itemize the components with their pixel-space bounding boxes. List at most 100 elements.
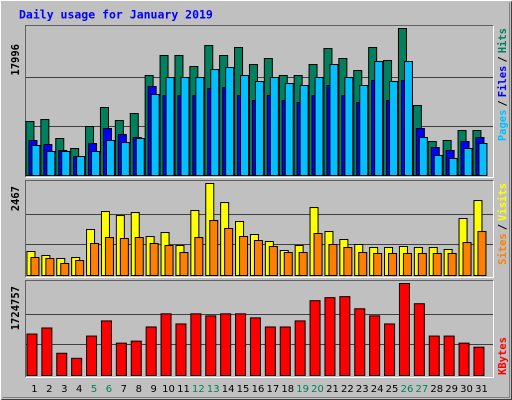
bar [329,64,339,176]
x-tick-label: 8 [136,384,142,395]
bar [26,333,38,376]
bar [463,148,473,177]
bar [175,323,187,377]
bar [90,243,100,277]
y-tick-label: 17996 [10,44,22,76]
x-tick-label: 12 [192,384,205,395]
bar [358,252,368,276]
x-tick-label: 26 [401,384,414,395]
x-tick-label: 5 [91,384,97,395]
bar [418,137,428,176]
bar [135,138,145,176]
bar [240,75,250,176]
bar [149,243,159,277]
x-tick-label: 24 [371,384,384,395]
bar [339,296,351,376]
x-tick-label: 14 [222,384,235,395]
bar [374,61,384,176]
panel-shade [25,280,494,378]
bar [130,340,142,376]
x-tick-label: 15 [237,384,250,395]
x-tick-label: 29 [445,384,458,395]
x-tick-label: 6 [106,384,112,395]
bar [249,317,261,376]
y-tick-label: 1724757 [10,286,22,330]
bar [165,77,175,176]
legend: KBytes [497,337,509,375]
bar [359,85,369,176]
x-tick-label: 31 [475,384,488,395]
x-tick-label: 1 [31,384,37,395]
x-tick-label: 2 [46,384,52,395]
x-tick-label: 20 [311,384,324,395]
bar [443,335,455,376]
bar [60,262,70,276]
legend: Pages / Files / Hits [497,28,509,141]
bar [354,308,366,376]
bar [343,247,353,276]
x-tick-label: 4 [76,384,82,395]
legend-entry: Hits [497,28,509,53]
legend-entry: Files [497,66,509,98]
bar [235,313,247,376]
bar [205,315,217,376]
bar [433,155,443,176]
bar [373,252,383,277]
bar [86,335,98,376]
bar [30,257,40,277]
bar [150,94,160,176]
bar [210,69,220,176]
x-tick-label: 18 [281,384,294,395]
bar [120,142,130,177]
x-tick-label: 21 [326,384,339,395]
x-tick-label: 27 [415,384,428,395]
chart-title: Daily usage for January 2019 [19,8,213,22]
x-tick-label: 9 [150,384,156,395]
bar [428,335,440,376]
bar [458,342,470,376]
legend-entry: Visits [497,183,509,221]
bar [309,300,321,377]
bar [369,315,381,376]
bar [179,252,189,276]
bar [46,151,56,177]
bar [402,252,412,277]
bar [71,357,83,377]
bar [160,313,172,376]
x-tick-label: 22 [341,384,354,395]
bar [388,252,398,277]
bar [403,61,413,176]
bar [209,220,219,277]
bar [224,228,234,276]
legend: Sites / Visits [497,183,509,265]
bar [432,252,442,277]
bar [134,237,144,277]
bar [477,231,487,276]
panel-light [25,280,494,378]
bar [61,151,71,177]
bar [448,158,458,176]
panel-shade [25,180,494,278]
legend-entry: Pages [497,110,509,142]
bar [75,260,85,277]
bar [417,252,427,277]
bar [462,242,472,276]
bar [253,240,263,277]
bar [299,85,309,176]
bar [145,326,157,376]
x-tick-label: 17 [266,384,279,395]
bar [220,313,232,376]
legend-separator: / [497,224,509,230]
bar [41,327,53,377]
bar [225,67,235,176]
bar [180,77,190,176]
bar [269,77,279,176]
x-tick-label: 13 [207,384,220,395]
bar [447,252,457,277]
bar [105,140,115,176]
bar [284,83,294,176]
bar [283,252,293,276]
